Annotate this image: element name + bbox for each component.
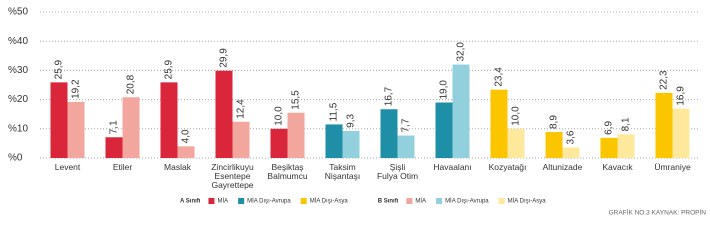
bar — [600, 137, 618, 158]
x-tick-label: Şişli Fulya Otim — [376, 162, 419, 181]
bar — [435, 102, 453, 158]
value-label: 10,0 — [274, 106, 285, 126]
bar — [562, 147, 580, 158]
bar — [232, 121, 250, 158]
value-label: 32,0 — [456, 42, 467, 62]
value-label: 11,5 — [329, 102, 340, 121]
value-label: 9,3 — [346, 114, 357, 128]
value-label: 16,9 — [676, 86, 687, 106]
bar — [545, 132, 563, 158]
value-label: 3,6 — [566, 130, 577, 144]
bar — [617, 134, 635, 158]
legend-swatch — [436, 198, 443, 204]
source: GRAFİK NO.3 KAYNAK: PROPİN — [609, 208, 707, 217]
value-label: 12,4 — [236, 99, 247, 119]
value-label: 15,5 — [291, 90, 302, 110]
legend-label: MİA Dışı-Asya — [310, 198, 349, 205]
value-label: 6,9 — [604, 121, 615, 135]
legend-label: MİA Dışı-Avrupa — [445, 198, 489, 205]
x-tick-label: Altunizade — [542, 162, 583, 172]
bar — [50, 82, 68, 158]
value-label: 25,9 — [164, 59, 175, 79]
value-label: 19,2 — [71, 79, 82, 99]
legend-label: MİA — [217, 198, 228, 205]
bar — [67, 101, 85, 158]
x-tick-label: Etiler — [112, 162, 133, 172]
y-tick-label: %30 — [8, 65, 28, 76]
value-label: 29,9 — [219, 48, 230, 68]
value-label: 16,7 — [384, 86, 395, 106]
y-tick-label: %50 — [8, 7, 28, 18]
x-tick-label: Kozyatağı — [488, 162, 527, 172]
bar — [397, 135, 415, 158]
bar — [452, 64, 470, 158]
value-label: 4,0 — [181, 129, 192, 143]
y-tick-label: %40 — [8, 36, 28, 47]
legend-group: A Sınıfı — [180, 199, 201, 205]
legend-label: MİA Dışı-Avrupa — [247, 198, 291, 205]
value-label: 8,1 — [621, 117, 632, 131]
bar — [105, 137, 123, 158]
bar — [380, 109, 398, 158]
value-label: 23,4 — [494, 67, 505, 87]
bar — [287, 112, 305, 158]
x-tick-label: Taksim Nişantaşı — [324, 162, 361, 181]
legend-swatch — [498, 198, 505, 204]
value-label: 25,9 — [54, 59, 65, 79]
bar — [215, 70, 233, 158]
legend-group: B Sınıfı — [378, 199, 399, 205]
legend-swatch — [238, 198, 245, 204]
bar — [270, 128, 288, 158]
x-tick-label: Ümraniye — [654, 162, 691, 172]
x-tick-label: Kavacık — [602, 162, 633, 172]
value-label: 7,7 — [401, 118, 412, 132]
value-label: 22,3 — [659, 70, 670, 90]
legend-label: MİA — [415, 198, 426, 205]
bar — [655, 92, 673, 158]
legend-label: MİA Dışı-Asya — [508, 198, 547, 205]
value-label: 8,9 — [549, 115, 560, 129]
value-label: 7,1 — [109, 120, 120, 134]
x-tick-label: Beşiktaş Balmumcu — [267, 162, 308, 181]
legend-swatch — [406, 198, 413, 204]
bar — [342, 130, 360, 158]
bar — [490, 89, 508, 158]
chart-svg: GRAFİK NO.3 KAYNAK: PROPİN %0 %10 %20 %30 %4… — [8, 7, 707, 217]
bar — [507, 128, 525, 158]
bar — [325, 124, 343, 158]
x-tick-label: Maslak — [164, 162, 191, 172]
x-tick-label: Zincirlikuyu Esentepe Gayrettepe — [211, 162, 254, 190]
bar — [122, 97, 140, 158]
bar — [160, 82, 178, 158]
legend-swatch — [300, 198, 307, 204]
value-label: 20,8 — [126, 74, 137, 94]
y-tick-label: %0 — [8, 153, 23, 164]
legend-swatch — [208, 198, 215, 204]
value-label: 19,0 — [439, 80, 450, 100]
y-tick-label: %20 — [8, 94, 28, 105]
x-tick-label: Havaalanı — [433, 162, 472, 172]
bar — [672, 108, 690, 158]
bar — [177, 146, 195, 158]
value-label: 10,0 — [511, 106, 522, 126]
y-tick-label: %10 — [8, 123, 28, 134]
chart: GRAFİK NO.3 KAYNAK: PROPİN %0 %10 %20 %30 %4… — [8, 7, 707, 217]
x-tick-label: Levent — [54, 162, 81, 172]
